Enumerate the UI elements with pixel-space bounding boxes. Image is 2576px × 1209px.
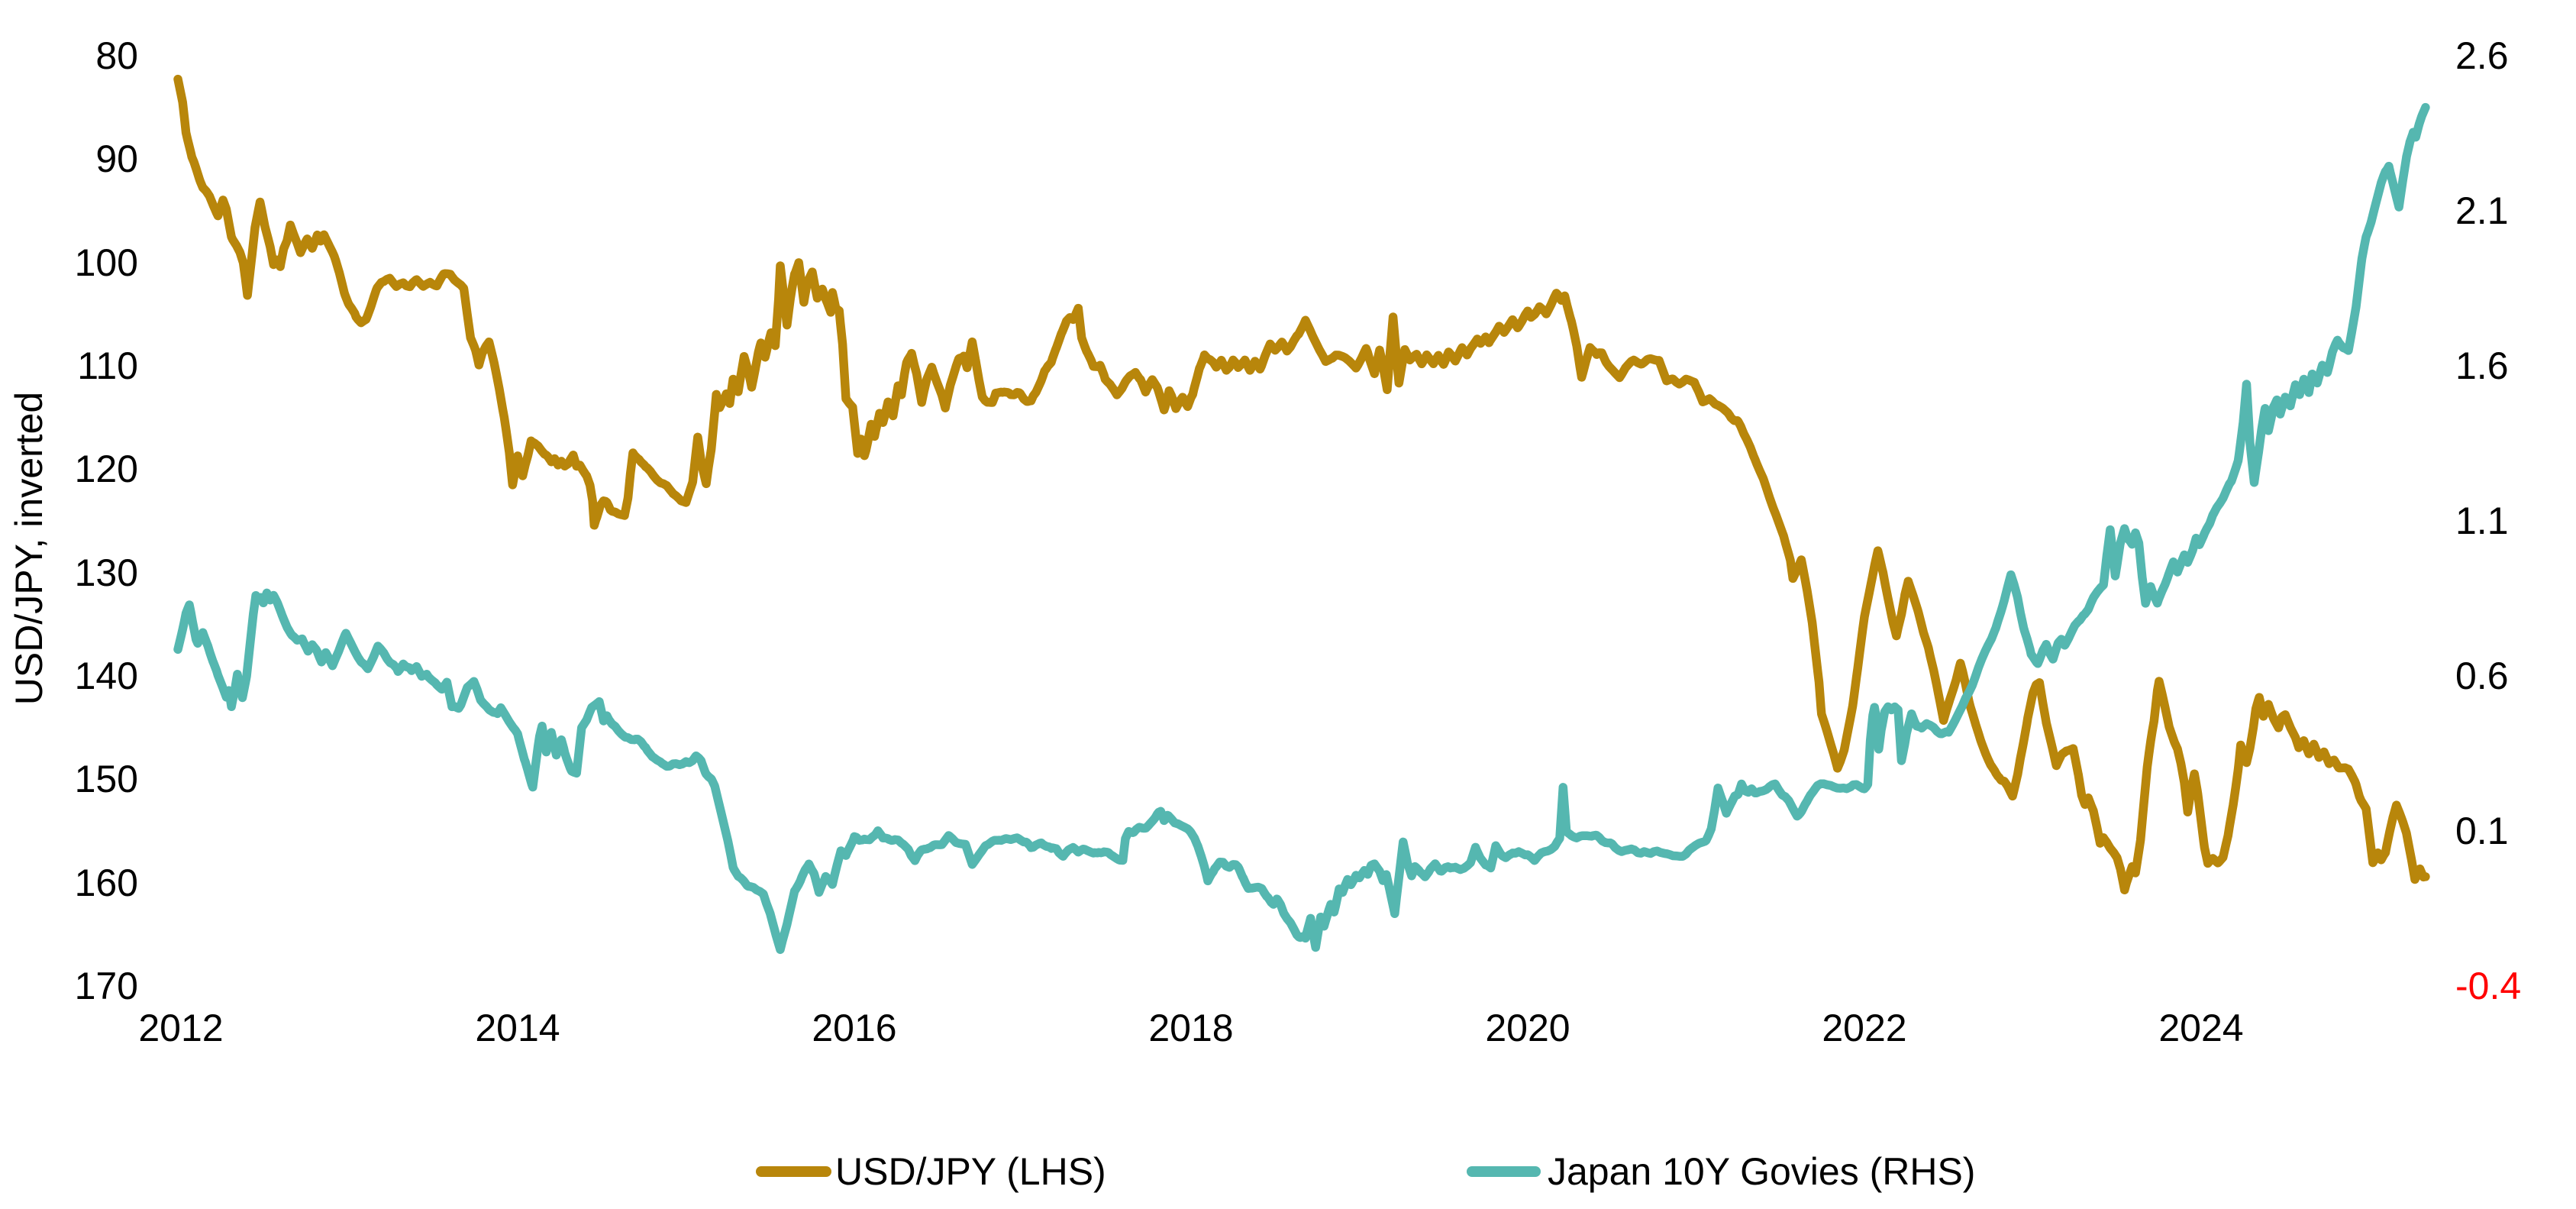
svg-text:110: 110 [77,344,138,387]
svg-text:2014: 2014 [475,1007,560,1049]
svg-text:90: 90 [95,137,138,180]
svg-text:160: 160 [75,861,138,904]
svg-text:80: 80 [95,34,138,77]
svg-text:2020: 2020 [1485,1007,1570,1049]
svg-text:2018: 2018 [1148,1007,1233,1049]
svg-text:2024: 2024 [2158,1007,2243,1049]
svg-text:0.6: 0.6 [2455,655,2509,697]
svg-text:140: 140 [75,655,138,697]
svg-text:150: 150 [75,758,138,800]
svg-text:Japan 10Y Govies (RHS): Japan 10Y Govies (RHS) [1548,1150,1975,1193]
svg-text:0.1: 0.1 [2455,810,2509,852]
svg-text:USD/JPY (LHS): USD/JPY (LHS) [835,1150,1106,1193]
svg-text:120: 120 [75,448,138,490]
svg-text:2016: 2016 [812,1007,896,1049]
svg-text:2022: 2022 [1822,1007,1906,1049]
svg-text:1.6: 1.6 [2455,344,2509,387]
svg-text:2.1: 2.1 [2455,189,2509,232]
svg-text:130: 130 [75,551,138,594]
svg-text:-0.4: -0.4 [2455,965,2521,1007]
svg-text:2012: 2012 [138,1007,223,1049]
svg-text:100: 100 [75,241,138,284]
svg-text:1.1: 1.1 [2455,499,2509,542]
svg-text:170: 170 [75,965,138,1007]
svg-text:2.6: 2.6 [2455,34,2509,77]
svg-text:USD/JPY, inverted: USD/JPY, inverted [8,392,50,705]
